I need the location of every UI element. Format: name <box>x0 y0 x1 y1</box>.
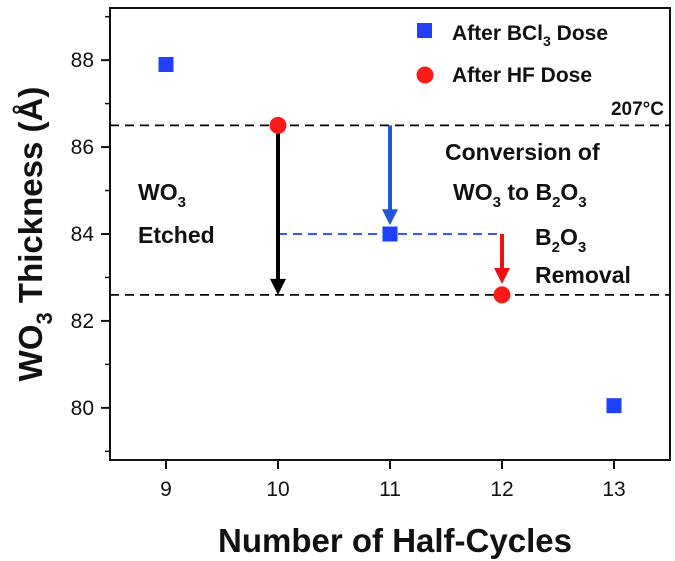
arrows <box>270 125 510 295</box>
x-tick-label: 11 <box>379 478 401 501</box>
x-tick-label: 9 <box>160 478 172 501</box>
x-tick-label: 12 <box>490 478 513 501</box>
legend-marker-bcl3 <box>417 23 432 38</box>
data-point-bcl3 <box>606 398 622 414</box>
data-point-hf <box>269 116 287 134</box>
arrow-head <box>382 209 398 226</box>
data-point-bcl3 <box>382 226 398 242</box>
y-axis-ticks: 80 82 84 86 88 <box>71 15 110 453</box>
arrow-head <box>494 267 510 284</box>
x-axis-ticks: 9 10 11 12 13 <box>160 460 626 501</box>
annotation-etched-line2: Etched <box>138 222 215 248</box>
y-tick-label: 84 <box>71 223 95 246</box>
x-tick-label: 10 <box>266 478 289 501</box>
arrow-head <box>270 278 286 295</box>
annotation-conversion-line2: WO3 to B2O3 <box>453 179 587 211</box>
x-axis-title: Number of Half-Cycles <box>218 522 572 559</box>
x-tick-label: 13 <box>602 478 625 501</box>
data-points <box>158 57 622 414</box>
y-tick-label: 80 <box>71 397 94 420</box>
y-tick-label: 86 <box>71 136 94 159</box>
y-axis-title: WO3 Thickness (Å) <box>12 87 57 382</box>
legend: After BCl3 Dose After HF Dose <box>416 22 608 87</box>
legend-label-bcl3: After BCl3 Dose <box>452 22 608 49</box>
legend-marker-hf <box>416 66 434 84</box>
data-point-bcl3 <box>158 57 174 72</box>
annotation-removal-line2: Removal <box>535 262 631 288</box>
y-tick-label: 88 <box>71 49 94 72</box>
annotation-etched-line1: WO3 <box>138 179 186 211</box>
temperature-label: 207°C <box>611 99 664 120</box>
y-tick-label: 82 <box>71 310 94 333</box>
data-point-hf <box>493 286 511 304</box>
annotation-conversion-line1: Conversion of <box>445 139 600 165</box>
annotation-removal-line1: B2O3 <box>535 224 586 256</box>
legend-label-hf: After HF Dose <box>452 64 592 87</box>
